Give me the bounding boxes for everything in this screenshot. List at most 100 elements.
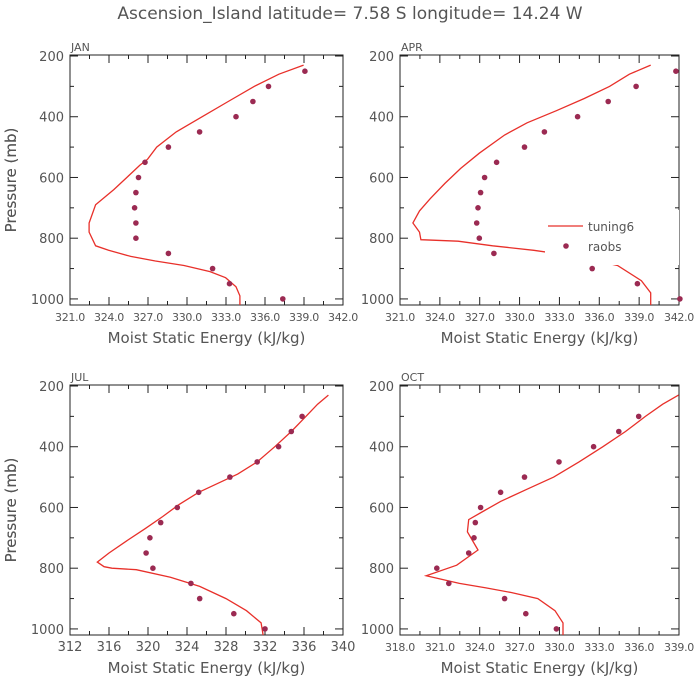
y-tick-label: 800 (369, 562, 394, 577)
data-point (491, 250, 497, 257)
x-tick-label: 340 (331, 640, 356, 655)
x-tick-label: 339.0 (624, 311, 654, 324)
data-point (634, 280, 641, 287)
x-tick-label: 336.0 (584, 311, 614, 324)
data-point (497, 489, 504, 496)
y-tick-label: 400 (369, 441, 394, 456)
x-tick-label: 333.0 (544, 311, 574, 324)
y-tick-label: 800 (369, 232, 394, 247)
x-axis-label: Moist Static Energy (kJ/kg) (441, 659, 639, 677)
y-tick-label: 1000 (31, 623, 64, 638)
data-point (635, 413, 642, 420)
data-point (196, 129, 203, 135)
data-point (493, 159, 500, 166)
data-point (196, 595, 203, 602)
y-tick-label: 400 (369, 111, 394, 126)
data-point (605, 98, 611, 105)
y-tick-label: 1000 (361, 623, 394, 638)
y-tick-label: 800 (39, 232, 64, 247)
data-point (677, 296, 683, 302)
panel-apr: APR 200 400 600 800 1000 321.0 324.0 327.0 330.0 3… (2, 41, 695, 347)
panel-oct: OCT 200 400 600 800 1000 318.0 321.0 324.0 327.0 3… (2, 371, 695, 677)
data-point (142, 159, 148, 166)
panel-jul: JUL 200 400 600 800 1000 312 316 320 324 328 332 336… (2, 371, 355, 677)
data-point (135, 174, 142, 181)
x-tick-label: 328 (214, 640, 239, 655)
data-point (133, 235, 139, 241)
data-point (476, 235, 483, 241)
data-point (280, 296, 286, 302)
y-tick-label: 600 (369, 171, 394, 186)
panel-label: JUL (70, 371, 89, 384)
data-point (501, 595, 508, 602)
data-point (133, 220, 139, 226)
legend-marker-swatch (563, 243, 569, 249)
legend-entry-raobs: raobs (588, 240, 622, 254)
x-tick-label: 330.0 (505, 311, 535, 324)
data-point (574, 113, 581, 120)
x-tick-label: 318.0 (385, 641, 415, 654)
x-tick-label: 330.0 (172, 311, 202, 324)
x-tick-label: 321.0 (425, 641, 455, 654)
panel-jan: JAN 200 400 600 800 1000 321.0 324.0 327.0 330.0 3… (2, 41, 359, 347)
x-tick-label: 333.0 (584, 641, 614, 654)
plot-frame (399, 54, 680, 306)
y-tick-label: 800 (39, 562, 64, 577)
data-point (302, 68, 308, 74)
plot-frame (69, 54, 344, 306)
panel-label: APR (401, 41, 423, 54)
x-tick-label: 339.0 (664, 641, 694, 654)
x-tick-label: 312 (58, 640, 83, 655)
series-tuning6 (88, 64, 304, 305)
data-point (233, 113, 239, 120)
data-point (147, 535, 153, 541)
data-point (521, 144, 528, 150)
y-tick-label: 600 (39, 501, 64, 516)
y-axis-label: Pressure (mb) (2, 128, 20, 233)
y-tick-label: 200 (369, 50, 394, 65)
data-point (477, 189, 484, 196)
y-tick-label: 400 (39, 111, 64, 126)
data-point (226, 280, 233, 287)
x-tick-label: 336.0 (624, 641, 654, 654)
x-tick-label: 321.0 (55, 311, 85, 324)
data-point (174, 504, 181, 511)
data-point (150, 565, 156, 571)
data-point (472, 519, 479, 526)
x-tick-label: 321.0 (385, 311, 415, 324)
series-tuning6 (412, 64, 652, 305)
x-tick-label: 339.0 (289, 311, 319, 324)
y-axis-label: Pressure (mb) (2, 458, 20, 563)
data-point (133, 189, 139, 196)
x-tick-label: 327.0 (505, 641, 535, 654)
data-point (254, 459, 260, 465)
legend-entry-tuning6: tuning6 (588, 220, 634, 234)
x-tick-label: 336 (292, 640, 317, 655)
data-point (265, 83, 272, 90)
x-tick-label: 327.0 (133, 311, 163, 324)
y-axis-label: Pressure (mb) (2, 458, 20, 563)
x-tick-label: 342.0 (328, 311, 358, 324)
data-point (157, 519, 164, 526)
y-tick-label: 600 (369, 501, 394, 516)
y-tick-label: 400 (39, 441, 64, 456)
data-point (131, 205, 138, 211)
data-point (523, 610, 529, 617)
data-point (446, 580, 452, 587)
data-point (227, 474, 233, 480)
data-point (473, 220, 480, 226)
legend: tuning6 raobs (545, 210, 679, 265)
data-point (673, 68, 679, 74)
x-tick-label: 333.0 (211, 311, 241, 324)
x-tick-label: 320 (136, 640, 161, 655)
plot-frame (69, 384, 344, 636)
y-tick-label: 200 (369, 380, 394, 395)
data-point (231, 610, 237, 617)
data-point (195, 489, 202, 496)
figure-title: Ascension_Island latitude= 7.58 S longit… (117, 4, 582, 24)
data-point (589, 265, 595, 272)
x-axis-label: Moist Static Energy (kJ/kg) (108, 659, 306, 677)
data-point (262, 626, 268, 632)
data-point (165, 250, 172, 257)
